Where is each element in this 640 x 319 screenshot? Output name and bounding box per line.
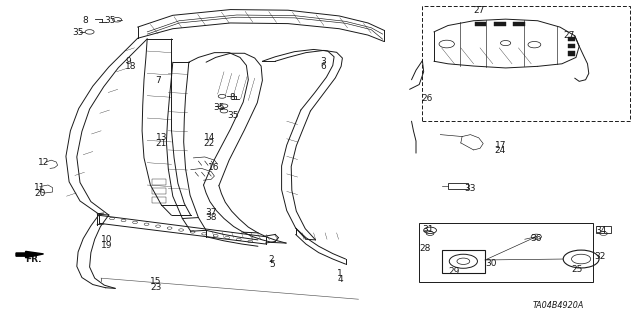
Text: 27: 27 (563, 31, 575, 40)
Text: 21: 21 (156, 139, 167, 148)
Bar (442, 250, 485, 273)
Text: FR.: FR. (25, 255, 42, 264)
Text: 22: 22 (204, 139, 215, 148)
Text: 28: 28 (419, 244, 431, 253)
Text: 37: 37 (205, 208, 216, 217)
Text: 2: 2 (269, 255, 275, 263)
Text: 35: 35 (72, 28, 84, 37)
Text: 14: 14 (204, 133, 215, 142)
Text: 15: 15 (150, 277, 162, 286)
Text: 8: 8 (82, 16, 88, 25)
Text: 27: 27 (474, 6, 485, 15)
Text: 31: 31 (422, 225, 434, 234)
Text: 8: 8 (229, 93, 235, 102)
Bar (494, 22, 506, 26)
Bar (513, 22, 525, 26)
Text: 9: 9 (125, 57, 131, 66)
Bar (596, 226, 611, 233)
Text: 7: 7 (156, 76, 161, 85)
Text: 5: 5 (269, 260, 275, 269)
Text: 1: 1 (337, 269, 343, 278)
Text: 36: 36 (530, 234, 541, 243)
Text: 3: 3 (320, 57, 326, 66)
Text: 35: 35 (213, 103, 225, 112)
Text: 6: 6 (320, 63, 326, 71)
Text: 20: 20 (34, 189, 45, 198)
Text: 23: 23 (150, 283, 162, 292)
Bar (448, 183, 468, 189)
Bar (568, 51, 575, 56)
Polygon shape (16, 251, 44, 258)
Text: 25: 25 (572, 265, 583, 274)
Text: 33: 33 (464, 184, 476, 193)
Text: 16: 16 (208, 163, 220, 172)
Text: 19: 19 (101, 241, 113, 250)
Bar (152, 188, 166, 194)
Text: 18: 18 (125, 63, 137, 71)
Text: 38: 38 (205, 213, 216, 222)
Text: 30: 30 (485, 259, 497, 268)
Text: 34: 34 (595, 226, 607, 235)
Bar (568, 44, 575, 48)
Text: 35: 35 (227, 111, 239, 120)
Text: 26: 26 (421, 94, 433, 103)
Text: 12: 12 (38, 158, 50, 167)
Text: 35: 35 (104, 16, 116, 25)
Bar (422, 6, 630, 121)
Bar (568, 37, 575, 41)
Text: 29: 29 (448, 267, 460, 276)
Text: TA04B4920A: TA04B4920A (532, 301, 584, 310)
Text: 13: 13 (156, 133, 167, 142)
Bar (152, 197, 166, 203)
Text: 4: 4 (337, 275, 343, 284)
Text: 10: 10 (101, 235, 113, 244)
Text: 11: 11 (34, 183, 45, 192)
Text: 24: 24 (495, 146, 506, 155)
Text: 32: 32 (594, 252, 605, 261)
Text: 17: 17 (495, 141, 506, 150)
Bar (419, 223, 593, 282)
Bar (475, 22, 486, 26)
Bar (152, 179, 166, 185)
